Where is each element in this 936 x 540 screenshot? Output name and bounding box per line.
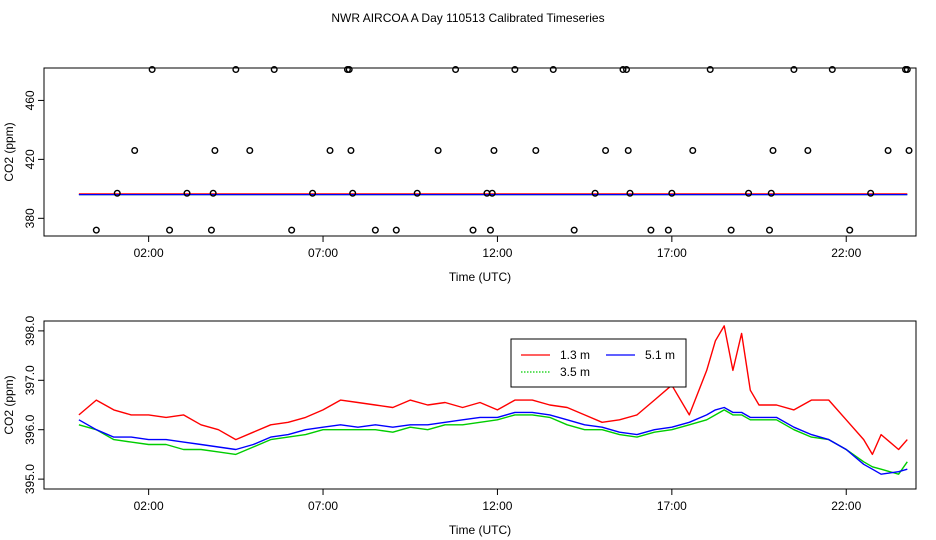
scatter-point (511, 65, 519, 73)
scatter-point (345, 65, 353, 73)
top-plot-frame (43, 67, 917, 237)
scatter-point (183, 189, 191, 197)
scatter-point (846, 226, 854, 234)
scatter-point (624, 147, 632, 155)
top-x-axis-label: Time (UTC) (449, 270, 511, 284)
top-x-tick-label: 12:00 (482, 246, 512, 260)
scatter-point (488, 189, 496, 197)
top-y-axis: 380 420 460 (23, 90, 44, 228)
legend-label-5-1m: 5.1 m (645, 348, 675, 362)
scatter-point (434, 147, 442, 155)
bottom-x-axis-label: Time (UTC) (449, 523, 511, 537)
legend-label-3-5m: 3.5 m (560, 365, 590, 379)
scatter-point (532, 147, 540, 155)
scatter-point (288, 226, 296, 234)
scatter-point (769, 147, 777, 155)
top-y-axis-label: CO2 (ppm) (2, 122, 16, 181)
scatter-point (347, 147, 355, 155)
legend-label-1-3m: 1.3 m (560, 348, 590, 362)
scatter-point (326, 147, 334, 155)
bottom-x-axis: 02:00 07:00 12:00 17:00 22:00 (134, 489, 862, 513)
top-x-tick-label: 17:00 (657, 246, 687, 260)
top-panel: 02:00 07:00 12:00 17:00 22:00 380 420 460 Time… (2, 65, 917, 284)
scatter-point (570, 226, 578, 234)
scatter-point (602, 147, 610, 155)
scatter-point (706, 65, 714, 73)
scatter-point (452, 65, 460, 73)
bottom-series-lines (78, 325, 908, 475)
bottom-y-tick-label: 398.0 (23, 316, 37, 346)
scatter-point (148, 65, 156, 73)
scatter-point (371, 226, 379, 234)
top-y-tick-label: 380 (23, 208, 37, 228)
scatter-point (766, 226, 774, 234)
scatter-point (804, 147, 812, 155)
legend: 1.3 m 5.1 m 3.5 m (510, 338, 687, 388)
series-line-1-3-m (78, 325, 908, 456)
scatter-point (790, 65, 798, 73)
scatter-point (113, 189, 121, 197)
bottom-y-tick-label: 396.0 (23, 414, 37, 444)
scatter-point (619, 65, 627, 73)
bottom-y-axis: 395.0 396.0 397.0 398.0 (23, 316, 44, 494)
scatter-point (668, 189, 676, 197)
bottom-plot-frame (43, 320, 917, 490)
bottom-x-tick-label: 02:00 (134, 499, 164, 513)
scatter-point (905, 147, 913, 155)
series-line-3-5-m (78, 409, 908, 475)
scatter-point (549, 65, 557, 73)
series-line-5-1-m (78, 406, 908, 475)
scatter-point (392, 226, 400, 234)
bottom-y-tick-label: 395.0 (23, 464, 37, 494)
scatter-point (211, 147, 219, 155)
top-scatter-points (92, 65, 913, 234)
scatter-point (270, 65, 278, 73)
scatter-point (884, 147, 892, 155)
scatter-point (232, 65, 240, 73)
scatter-point (469, 226, 477, 234)
scatter-point (207, 226, 215, 234)
scatter-point (209, 189, 217, 197)
bottom-x-tick-label: 12:00 (482, 499, 512, 513)
scatter-point (413, 189, 421, 197)
scatter-point (867, 189, 875, 197)
scatter-point (647, 226, 655, 234)
bottom-panel: 02:00 07:00 12:00 17:00 22:00 395.0 396.0 397.… (2, 316, 917, 537)
scatter-point (246, 147, 254, 155)
bottom-x-tick-label: 07:00 (308, 499, 338, 513)
scatter-point (626, 189, 634, 197)
bottom-x-tick-label: 22:00 (831, 499, 861, 513)
bottom-y-axis-label: CO2 (ppm) (2, 375, 16, 434)
bottom-x-tick-label: 17:00 (657, 499, 687, 513)
top-y-tick-label: 420 (23, 149, 37, 169)
scatter-point (349, 189, 357, 197)
top-x-tick-label: 02:00 (134, 246, 164, 260)
scatter-point (92, 226, 100, 234)
scatter-point (767, 189, 775, 197)
top-x-tick-label: 07:00 (308, 246, 338, 260)
scatter-point (689, 147, 697, 155)
scatter-point (664, 226, 672, 234)
scatter-point (490, 147, 498, 155)
scatter-point (131, 147, 139, 155)
scatter-point (309, 189, 317, 197)
legend-box (510, 338, 687, 388)
top-x-tick-label: 22:00 (831, 246, 861, 260)
scatter-point (486, 226, 494, 234)
scatter-point (903, 65, 911, 73)
scatter-point (828, 65, 836, 73)
bottom-y-tick-label: 397.0 (23, 365, 37, 395)
scatter-point (727, 226, 735, 234)
top-y-tick-label: 460 (23, 90, 37, 110)
scatter-point (591, 189, 599, 197)
figure-title: NWR AIRCOA A Day 110513 Calibrated Times… (331, 11, 604, 25)
top-x-axis: 02:00 07:00 12:00 17:00 22:00 (134, 236, 862, 260)
top-level-lines (78, 193, 908, 196)
scatter-point (166, 226, 174, 234)
scatter-point (622, 65, 630, 73)
scatter-point (745, 189, 753, 197)
